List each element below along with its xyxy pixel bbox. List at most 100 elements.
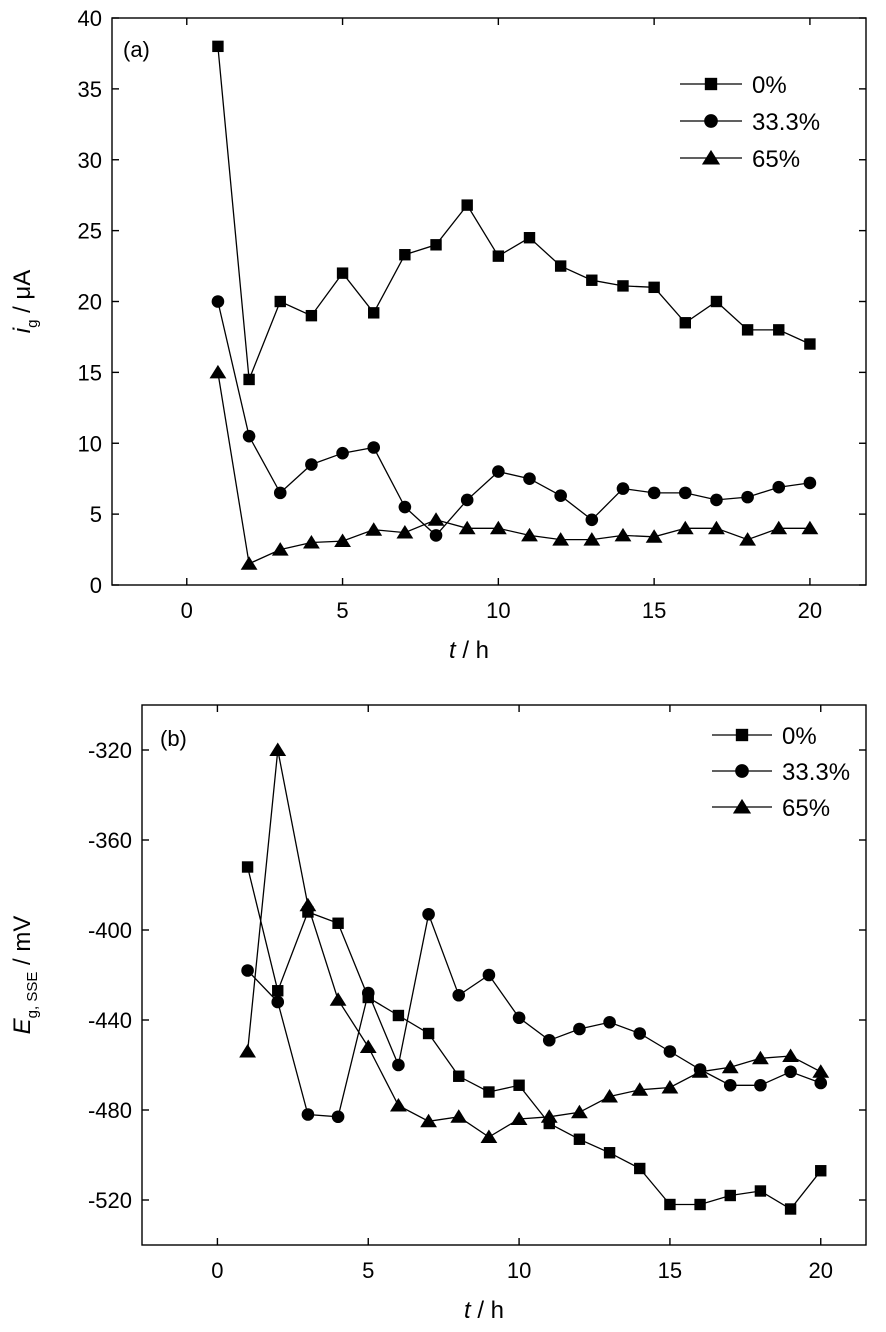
data-point — [752, 1050, 769, 1065]
data-point — [359, 1039, 377, 1053]
y-tick-label: 40 — [78, 6, 102, 31]
x-tick-label: 5 — [336, 598, 348, 623]
data-point — [483, 1086, 495, 1098]
y-tick-label: -360 — [88, 828, 132, 853]
data-point — [336, 267, 349, 279]
data-point — [633, 1027, 647, 1040]
y-axis-title-symbol: E — [9, 1017, 36, 1034]
legend-marker — [735, 728, 749, 742]
x-tick-label: 15 — [658, 1258, 682, 1283]
legend-marker — [735, 764, 749, 778]
series-square — [241, 861, 827, 1215]
data-point — [679, 317, 691, 329]
x-axis-title-symbol: t — [464, 1297, 472, 1324]
legend-marker — [732, 798, 752, 814]
data-point — [420, 1113, 437, 1128]
data-point — [678, 486, 692, 500]
legend-marker — [704, 114, 718, 128]
y-axis-title: Eg, SSE / mV — [9, 916, 41, 1035]
data-point — [754, 1078, 767, 1092]
data-point — [460, 493, 474, 507]
data-point — [815, 1165, 827, 1177]
data-point — [724, 1189, 736, 1202]
y-tick-label: -480 — [88, 1098, 132, 1123]
data-point — [396, 525, 414, 539]
x-tick-label: 20 — [798, 598, 822, 623]
data-point — [741, 490, 754, 504]
legend-marker — [701, 149, 721, 165]
data-point — [573, 1133, 586, 1145]
data-point — [269, 742, 287, 756]
series-circle — [211, 295, 817, 542]
data-point — [399, 249, 411, 261]
data-point — [552, 532, 570, 546]
data-point — [634, 1162, 646, 1175]
data-point — [513, 1079, 525, 1091]
y-axis-title-unit: / μA — [9, 270, 36, 320]
y-tick-label: 30 — [78, 148, 102, 173]
data-point — [492, 465, 505, 478]
data-point — [242, 429, 256, 443]
data-point — [398, 500, 412, 514]
y-axis-title-symbol: i — [9, 327, 36, 333]
y-axis-title: ig / μA — [9, 270, 41, 334]
data-point — [331, 1110, 345, 1124]
y-axis-title-unit: / mV — [9, 916, 36, 972]
legend-entry: 33.3% — [680, 109, 820, 136]
data-point — [647, 486, 661, 500]
x-axis-title: t / h — [464, 1297, 504, 1324]
data-point — [241, 964, 254, 977]
data-point — [601, 1089, 618, 1103]
legend-label: 0% — [782, 723, 817, 750]
data-point — [429, 529, 443, 542]
data-point — [784, 1065, 797, 1079]
data-point — [770, 520, 788, 535]
data-point — [273, 486, 287, 500]
data-point — [240, 556, 258, 570]
data-point — [540, 1109, 558, 1123]
data-point — [603, 1147, 616, 1159]
legend-label: 33.3% — [752, 109, 820, 136]
data-point — [782, 1048, 799, 1062]
data-point — [334, 533, 351, 548]
y-tick-label: -400 — [88, 918, 132, 943]
data-point — [741, 324, 754, 336]
x-tick-label: 5 — [362, 1258, 374, 1283]
y-tick-label: 25 — [78, 219, 102, 244]
data-point — [554, 489, 567, 502]
data-point — [812, 1064, 830, 1078]
data-point — [453, 1070, 465, 1082]
data-point — [302, 906, 314, 918]
data-point — [303, 534, 320, 549]
data-point — [212, 40, 224, 53]
data-point — [694, 1198, 706, 1211]
data-point — [801, 520, 819, 535]
data-point — [272, 985, 284, 997]
data-point — [392, 1058, 405, 1072]
data-point — [754, 1185, 767, 1197]
data-point — [814, 1076, 828, 1090]
x-tick-label: 10 — [486, 598, 510, 623]
series-triangle — [209, 364, 819, 570]
data-point — [784, 1203, 797, 1215]
series-square — [212, 40, 816, 386]
data-point — [365, 522, 383, 536]
series-line — [217, 46, 811, 380]
data-point — [664, 1198, 676, 1211]
data-point — [422, 907, 435, 921]
plot-frame — [141, 704, 867, 1246]
data-point — [241, 861, 254, 873]
data-point — [583, 532, 601, 546]
series-line — [246, 749, 822, 1138]
series-triangle — [239, 742, 830, 1143]
data-point — [361, 986, 375, 1000]
panel-a: 0 5 10 15 20 0 5 10 15 20 25 30 35 40 t / h ig / μA (a) 0… — [9, 6, 867, 664]
data-point — [392, 1009, 405, 1022]
panel-label: (b) — [160, 726, 187, 751]
data-point — [723, 1078, 737, 1092]
panel-b: 0 5 10 15 20 -520 -480 -440 -400 -360 -320 t / h Eg,… — [9, 704, 867, 1324]
y-tick-label: 0 — [90, 573, 102, 598]
data-point — [305, 458, 318, 471]
data-point — [452, 988, 466, 1002]
